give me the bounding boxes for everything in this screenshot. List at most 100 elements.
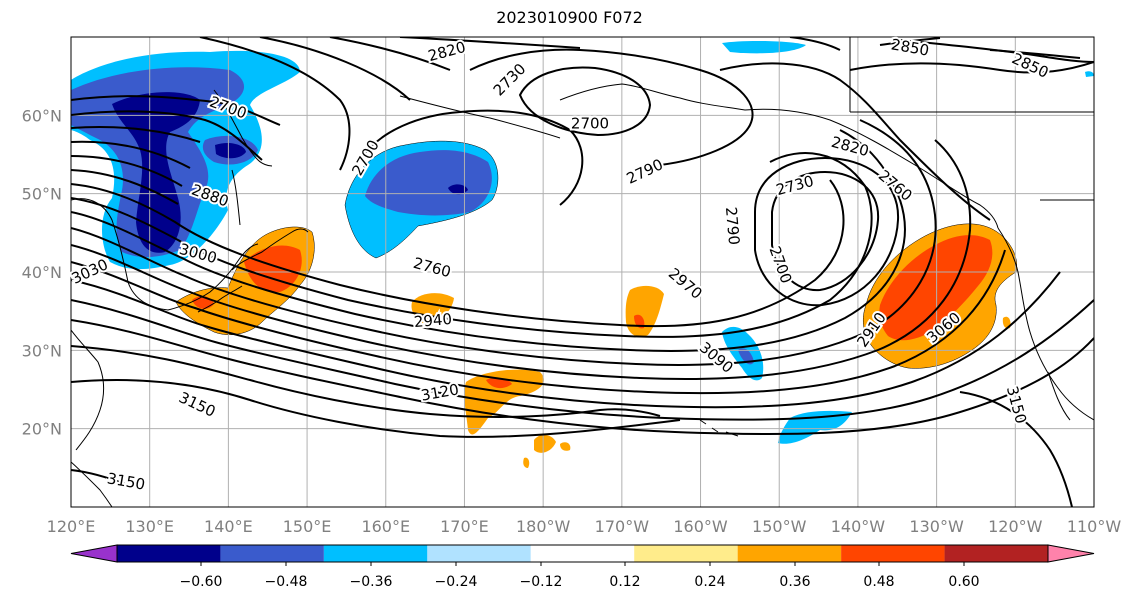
colorbar-segment (737, 545, 842, 562)
positive-anomaly-region (523, 457, 530, 468)
height-contour (71, 379, 681, 438)
positive-anomaly-region (1002, 316, 1011, 329)
x-axis-labels: 120°E 130°E 140°E 150°E 160°E 170°E 180°W 170°W… (47, 517, 1122, 536)
lat-lon-grid (71, 37, 1094, 507)
height-contour (71, 152, 873, 338)
na-west-coastline (997, 227, 1094, 421)
x-tick-label: 150°E (283, 517, 332, 536)
height-contour (71, 345, 661, 418)
colorbar: −0.60 −0.48 −0.36 −0.24 −0.12 0.12 0.24 0.36 0.4… (70, 544, 1095, 590)
height-contour (71, 469, 131, 487)
height-contour (719, 62, 991, 221)
height-contour (71, 299, 1094, 421)
colorbar-label: −0.36 (350, 574, 393, 590)
height-contour (199, 37, 351, 171)
height-contour (359, 109, 584, 206)
colorbar-label: −0.60 (180, 574, 223, 590)
height-contour (399, 37, 581, 49)
colorbar-label: 0.12 (609, 574, 640, 590)
x-tick-label: 130°E (125, 517, 174, 536)
negative-anomaly-region (365, 150, 492, 216)
x-tick-label: 160°E (361, 517, 410, 536)
shading-outline (175, 226, 315, 335)
colorbar-label: −0.48 (265, 574, 308, 590)
x-tick-label: 170°W (595, 517, 650, 536)
height-contour (879, 37, 941, 46)
height-contour (71, 249, 1006, 395)
colorbar-segment (220, 545, 324, 562)
height-contours (71, 37, 1094, 507)
shading-outline (863, 223, 1018, 369)
asia-coastline (71, 198, 259, 311)
colorbar-extend-right (1047, 544, 1095, 563)
height-contour (71, 169, 179, 205)
x-tick-label: 120°W (988, 517, 1043, 536)
baja-coastline (1047, 371, 1071, 421)
height-contour (71, 319, 1094, 436)
y-tick-label: 30°N (22, 341, 62, 360)
y-axis-labels: 20°N 30°N 40°N 50°N 60°N (22, 106, 62, 438)
colorbar-segment (530, 545, 635, 562)
colorbar-segment (841, 545, 945, 562)
height-contour (71, 119, 937, 366)
height-contour (959, 391, 1073, 507)
height-contour (71, 140, 191, 169)
colorbar-segment (427, 545, 531, 562)
philippines (71, 461, 113, 507)
colorbar-label: −0.12 (520, 574, 563, 590)
height-contour (989, 49, 1081, 59)
height-contour (71, 110, 263, 161)
x-tick-label: 140°W (831, 517, 886, 536)
negative-anomaly-region (215, 142, 246, 159)
x-tick-label: 130°W (909, 517, 964, 536)
x-tick-label: 160°W (673, 517, 728, 536)
height-contour (71, 125, 201, 143)
aleutian-chain (399, 95, 561, 139)
contour-label: 2940 (413, 310, 453, 331)
colorbar-label: −0.24 (435, 574, 478, 590)
x-tick-label: 170°E (440, 517, 489, 536)
negative-anomaly-region (722, 40, 806, 54)
positive-anomaly-region (560, 442, 571, 451)
y-tick-label: 50°N (22, 185, 62, 204)
colorbar-label: 0.24 (694, 574, 725, 590)
height-contour (849, 61, 1094, 74)
shaded-anomaly-layer (71, 40, 1094, 468)
height-contour (71, 155, 183, 187)
negative-anomaly-region (738, 348, 754, 365)
colorbar-border (116, 544, 1049, 563)
y-tick-label: 20°N (22, 420, 62, 439)
plot-border (70, 36, 1095, 508)
height-contour (754, 156, 900, 307)
positive-anomaly-region (534, 434, 556, 453)
colorbar-segment (117, 545, 221, 562)
height-contour (71, 139, 972, 380)
x-tick-label: 150°W (752, 517, 807, 536)
sakhalin-coastline (231, 169, 241, 226)
y-tick-label: 60°N (22, 106, 62, 125)
contour-label: 2700 (571, 115, 609, 133)
height-contour (71, 179, 845, 328)
positive-anomaly-region (244, 245, 302, 293)
positive-anomaly-region (411, 293, 454, 324)
colorbar-segment (634, 545, 738, 562)
positive-anomaly-region (464, 369, 544, 435)
negative-anomaly-region (448, 184, 468, 195)
height-contour (899, 39, 1094, 63)
contour-label: 2790 (722, 206, 743, 246)
height-contour (789, 37, 841, 51)
colorbar-label: 0.60 (948, 574, 979, 590)
height-contour (259, 37, 411, 101)
height-contour (518, 66, 652, 137)
x-tick-label: 180°W (516, 517, 571, 536)
height-contour (71, 129, 906, 352)
colorbar-segment (944, 545, 1048, 562)
x-tick-label: 110°W (1067, 517, 1122, 536)
japan-islands (197, 285, 243, 313)
height-contour (71, 271, 1061, 409)
height-contour (771, 170, 880, 292)
negative-anomaly-region (1085, 71, 1094, 77)
y-tick-label: 40°N (22, 263, 62, 282)
colorbar-extend-left (70, 544, 118, 563)
